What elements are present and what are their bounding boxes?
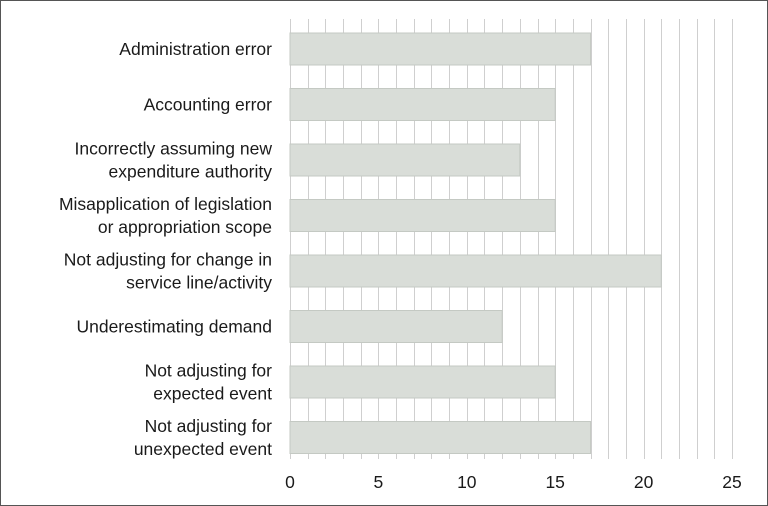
x-tick-label-20: 20 — [634, 472, 654, 492]
x-tick-label-5: 5 — [374, 472, 384, 492]
bar-6 — [289, 365, 556, 399]
bar-2 — [289, 143, 521, 177]
bar-5 — [289, 310, 503, 343]
x-tick-label-10: 10 — [457, 472, 477, 492]
category-labels: Administration error Accounting error Inco… — [59, 39, 272, 459]
bar-4 — [289, 254, 662, 288]
category-label-3: Misapplication of legislation or appropri… — [59, 194, 272, 237]
bar-3 — [289, 199, 556, 232]
bar-0 — [289, 32, 592, 66]
x-tick-label-15: 15 — [545, 472, 564, 492]
bars — [289, 32, 662, 454]
category-label-5: Underestimating demand — [76, 317, 272, 337]
bar-1 — [289, 88, 556, 121]
x-tick-label-25: 25 — [722, 472, 741, 492]
x-tick-label-0: 0 — [285, 472, 295, 492]
category-label-0: Administration error — [119, 39, 272, 59]
category-label-2: Incorrectly assuming new expenditure auth… — [75, 139, 273, 182]
x-tick-labels: 0 5 10 15 20 25 — [285, 472, 742, 492]
category-label-1: Accounting error — [144, 95, 273, 115]
category-label-4: Not adjusting for change in service line/… — [64, 250, 272, 293]
category-label-6: Not adjusting for expected event — [145, 361, 273, 404]
bar-7 — [289, 421, 592, 454]
category-label-7: Not adjusting for unexpected event — [134, 416, 272, 459]
